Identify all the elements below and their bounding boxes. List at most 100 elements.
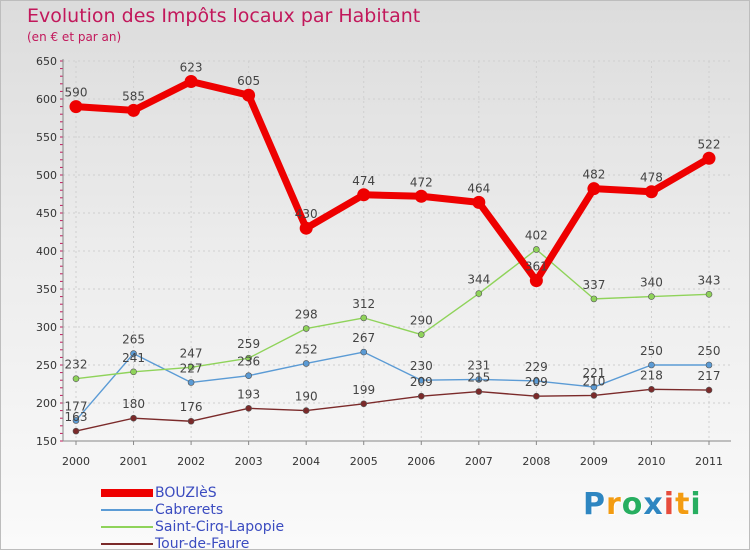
data-point-tour-de-faure	[648, 386, 655, 393]
series-line-cabrerets	[75, 351, 709, 421]
data-point-tour-de-faure	[245, 405, 252, 412]
data-point-tour-de-faure	[590, 392, 598, 399]
data-point-bouzi-s	[472, 195, 486, 209]
data-labels: 177 265 227 236 252 267 230 231 229 221 250 250 232 2…	[65, 61, 721, 425]
data-label-saint-cirq-lapopie: 344	[467, 273, 490, 287]
data-label-bouzi-s: 605	[237, 74, 260, 88]
data-point-bouzi-s	[414, 189, 428, 203]
data-label-saint-cirq-lapopie: 298	[295, 308, 318, 322]
data-label-cabrerets: 250	[698, 344, 721, 358]
logo-letter: i	[663, 487, 676, 522]
data-label-saint-cirq-lapopie: 290	[410, 314, 433, 328]
data-point-saint-cirq-lapopie	[130, 368, 137, 376]
x-tick-label: 2003	[235, 455, 263, 468]
data-label-tour-de-faure: 218	[640, 368, 663, 382]
data-label-saint-cirq-lapopie: 259	[237, 337, 260, 351]
data-label-cabrerets: 265	[122, 333, 145, 347]
data-label-cabrerets: 231	[467, 358, 490, 372]
data-label-tour-de-faure: 190	[295, 390, 318, 404]
data-point-saint-cirq-lapopie	[72, 375, 80, 382]
data-point-saint-cirq-lapopie	[475, 290, 483, 297]
data-point-cabrerets	[72, 417, 80, 424]
data-label-cabrerets: 229	[525, 360, 548, 374]
y-tick-label: 250	[36, 359, 57, 372]
legend-item: BOUZIèS	[101, 485, 421, 502]
data-point-bouzi-s	[644, 185, 658, 199]
legend-label: Saint-Cirq-Lapopie	[155, 519, 285, 535]
data-point-saint-cirq-lapopie	[417, 331, 425, 338]
grid	[63, 60, 731, 442]
data-point-cabrerets	[187, 379, 195, 386]
logo-letter: x	[643, 487, 664, 522]
data-point-cabrerets	[590, 383, 598, 391]
data-label-tour-de-faure: 217	[698, 369, 721, 383]
data-point-bouzi-s	[357, 188, 371, 202]
data-label-tour-de-faure: 199	[352, 383, 375, 397]
data-point-bouzi-s	[587, 182, 601, 196]
data-label-bouzi-s: 623	[180, 61, 203, 75]
data-point-tour-de-faure	[187, 417, 195, 425]
data-point-saint-cirq-lapopie	[245, 354, 252, 362]
data-label-saint-cirq-lapopie: 247	[180, 346, 203, 360]
data-label-bouzi-s: 474	[352, 174, 375, 188]
data-point-tour-de-faure	[475, 388, 483, 395]
data-label-tour-de-faure: 176	[180, 400, 203, 414]
legend-swatch	[101, 489, 153, 497]
x-tick-label: 2008	[522, 455, 550, 468]
data-point-tour-de-faure	[533, 392, 540, 400]
data-label-cabrerets: 227	[180, 361, 203, 375]
data-label-tour-de-faure: 209	[410, 375, 433, 389]
chart-title: Evolution des Impôts locaux par Habitant	[27, 5, 421, 27]
data-label-tour-de-faure: 163	[65, 410, 88, 424]
logo-letter: o	[621, 487, 644, 522]
data-point-tour-de-faure	[360, 400, 368, 408]
data-label-bouzi-s: 585	[122, 89, 145, 103]
legend-swatch	[101, 543, 153, 545]
data-point-tour-de-faure	[417, 392, 425, 400]
x-tick-label: 2006	[407, 455, 435, 468]
x-tick-label: 2011	[695, 455, 723, 468]
data-point-cabrerets	[130, 350, 137, 357]
logo-letter: i	[690, 487, 702, 522]
data-label-bouzi-s: 361	[525, 260, 548, 274]
data-point-bouzi-s	[529, 274, 543, 288]
axes: 150 200 250 300 350 400 450 500 550 600 650 2000 200…	[36, 55, 731, 468]
data-label-saint-cirq-lapopie: 232	[65, 358, 88, 372]
legend: BOUZIèS Cabrerets Saint-Cirq-Lapopie Tour-d…	[101, 485, 421, 553]
data-point-bouzi-s	[702, 151, 716, 165]
data-point-tour-de-faure	[72, 427, 80, 435]
data-label-cabrerets: 250	[640, 344, 663, 358]
legend-label: Cabrerets	[155, 502, 224, 518]
data-label-tour-de-faure: 209	[525, 375, 548, 389]
data-point-bouzi-s	[184, 75, 198, 89]
data-point-saint-cirq-lapopie	[302, 325, 310, 332]
series-line-bouzi-s	[75, 78, 711, 285]
legend-label: BOUZIèS	[155, 485, 217, 501]
data-point-bouzi-s	[242, 88, 256, 102]
data-point-saint-cirq-lapopie	[187, 363, 195, 371]
data-point-tour-de-faure	[705, 386, 713, 394]
x-tick-label: 2001	[120, 455, 148, 468]
data-label-cabrerets: 221	[582, 366, 605, 380]
data-point-cabrerets	[475, 376, 483, 383]
data-label-saint-cirq-lapopie: 402	[525, 228, 548, 242]
data-point-tour-de-faure	[130, 414, 137, 422]
data-point-cabrerets	[417, 376, 425, 384]
data-point-saint-cirq-lapopie	[705, 291, 713, 298]
y-tick-label: 400	[36, 245, 57, 258]
data-point-cabrerets	[705, 361, 713, 369]
legend-item: Saint-Cirq-Lapopie	[101, 519, 421, 536]
legend-item: Tour-de-Faure	[101, 536, 421, 553]
data-label-cabrerets: 252	[295, 342, 318, 356]
data-point-cabrerets	[648, 361, 655, 369]
data-label-saint-cirq-lapopie: 337	[582, 278, 605, 292]
logo-letter: P	[583, 487, 606, 522]
data-label-bouzi-s: 522	[698, 137, 721, 151]
x-tick-label: 2005	[350, 455, 378, 468]
y-tick-label: 500	[36, 169, 57, 182]
data-label-bouzi-s: 590	[65, 86, 88, 100]
legend-swatch	[101, 509, 153, 511]
y-tick-label: 650	[36, 55, 57, 68]
data-label-cabrerets: 230	[410, 359, 433, 373]
